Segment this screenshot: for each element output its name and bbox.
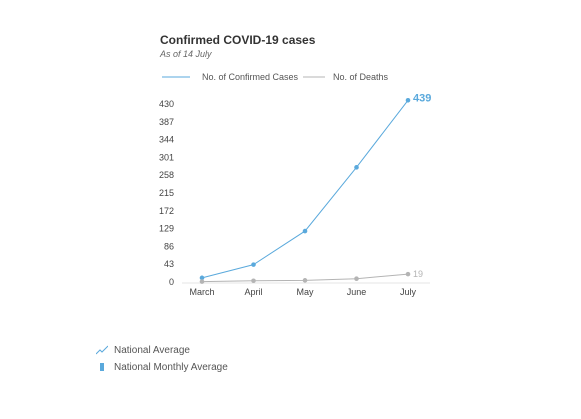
data-point: [251, 278, 256, 284]
bottom-legend-item-national-average: National Average: [95, 342, 228, 358]
y-tick-label: 43: [164, 259, 174, 269]
bottom-legend-label: National Average: [114, 344, 190, 356]
chart-subtitle: As of 14 July: [159, 49, 212, 59]
data-point: [354, 165, 359, 170]
data-point: [302, 228, 308, 234]
y-tick-label: 129: [159, 224, 174, 234]
data-point: [405, 97, 411, 103]
bar-icon: [100, 363, 104, 371]
series-line-confirmed: [201, 99, 409, 279]
x-tick-label: March: [189, 287, 214, 297]
y-tick-label: 301: [159, 152, 174, 162]
data-point: [251, 262, 256, 267]
x-tick-label: May: [296, 287, 314, 297]
legend-label-deaths: No. of Deaths: [333, 72, 389, 82]
bottom-legend: National Average National Monthly Averag…: [95, 342, 228, 376]
y-tick-label: 0: [169, 277, 174, 287]
y-tick-label: 215: [159, 188, 174, 198]
y-tick-label: 430: [159, 99, 174, 109]
bottom-legend-label: National Monthly Average: [114, 361, 228, 373]
chart-legend: No. of Confirmed Cases No. of Deaths: [162, 72, 389, 82]
data-label-end: 439: [413, 92, 431, 104]
bottom-legend-item-national-monthly-average: National Monthly Average: [96, 359, 228, 375]
chart-title: Confirmed COVID-19 cases: [160, 33, 316, 47]
legend-label-confirmed: No. of Confirmed Cases: [202, 72, 299, 82]
trend-line-icon: [95, 344, 109, 356]
data-point: [199, 275, 205, 281]
y-tick-label: 344: [159, 135, 174, 145]
x-tick-label: June: [347, 287, 367, 297]
y-tick-label: 258: [159, 170, 174, 180]
data-point: [302, 278, 308, 283]
x-tick-label: July: [400, 287, 417, 297]
data-point: [405, 271, 411, 277]
y-tick-label: 387: [159, 117, 174, 127]
data-point: [199, 279, 205, 284]
chart-series: 439 19: [199, 92, 431, 284]
x-tick-label: April: [244, 287, 262, 297]
data-label-end: 19: [413, 269, 423, 279]
data-point: [354, 276, 359, 281]
y-tick-label: 86: [164, 241, 174, 251]
y-tick-label: 172: [159, 206, 174, 216]
